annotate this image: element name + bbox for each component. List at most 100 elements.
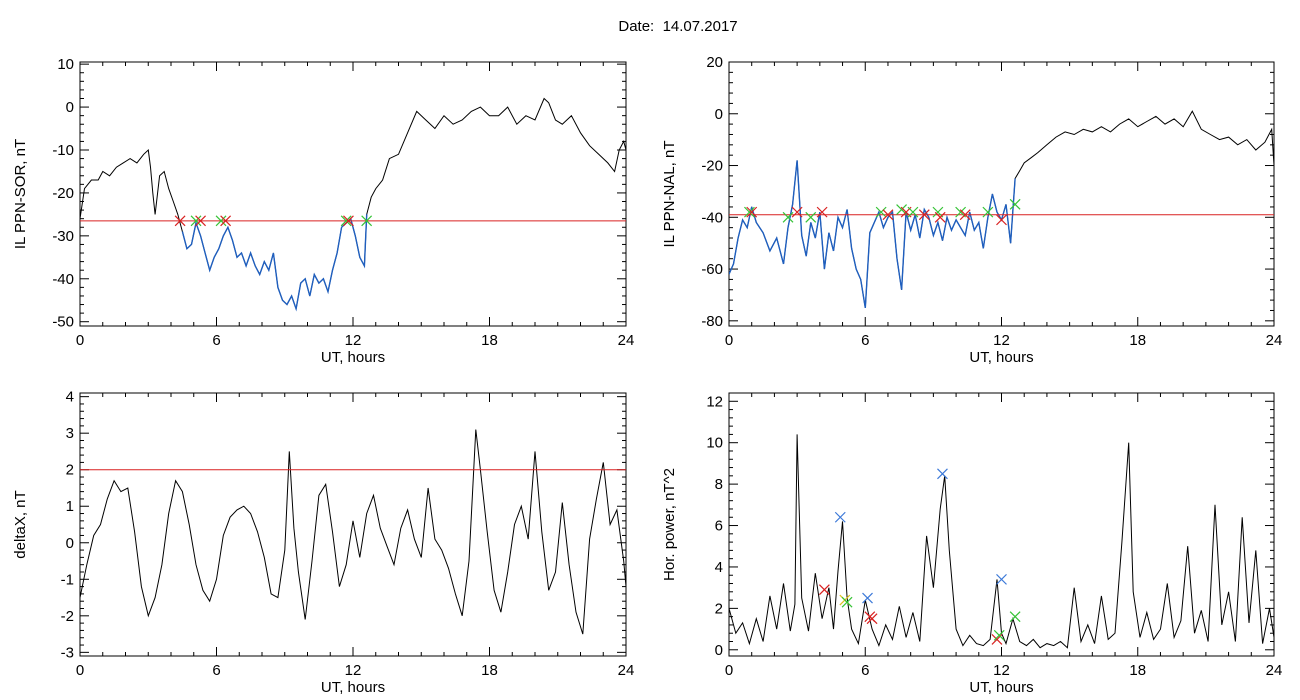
nal-marker-stroke	[896, 204, 908, 215]
power-xtick-label: 6	[861, 662, 869, 679]
nal-marker-stroke	[791, 206, 803, 218]
sor-xtick-label: 6	[212, 332, 220, 349]
nal-marker-stroke	[1009, 198, 1021, 210]
power-marker-stroke	[862, 592, 873, 604]
sor-marker-green	[190, 215, 202, 227]
power-marker-green	[993, 629, 1005, 641]
power-ytick-label: 4	[715, 559, 723, 576]
nal-marker-red	[918, 209, 930, 221]
nal-marker-green	[782, 211, 794, 223]
power-marker-stroke	[996, 573, 1007, 585]
nal-marker-stroke	[816, 206, 828, 218]
deltax-ytick-label: 2	[66, 462, 74, 479]
power-ytick-label: 10	[706, 435, 723, 452]
nal-marker-stroke	[932, 206, 944, 218]
nal-marker-stroke	[746, 206, 758, 218]
nal-ytick-label: 0	[715, 106, 723, 123]
sor-marker-green	[215, 215, 227, 227]
nal-marker-red	[816, 206, 828, 218]
deltax-xlabel: UT, hours	[321, 679, 385, 696]
sor-ytick-label: -40	[52, 271, 74, 288]
nal-marker-stroke	[934, 211, 946, 223]
nal-plot-frame	[728, 61, 1275, 327]
deltax-xtick-label: 24	[618, 662, 635, 679]
deltax-xtick-label: 0	[76, 662, 84, 679]
deltax-ytick-label: 3	[66, 425, 74, 442]
chart-date-title: Date: 14.07.2017	[0, 18, 1300, 35]
nal-marker-green	[875, 206, 887, 218]
power-marker-stroke	[818, 584, 830, 596]
nal-marker-stroke	[882, 209, 894, 221]
power-marker-stroke	[866, 613, 878, 625]
power-ytick-label: 12	[706, 393, 723, 410]
power-marker-stroke	[834, 511, 846, 523]
power-marker-green	[841, 596, 853, 608]
deltax-ytick-label: 4	[66, 389, 74, 406]
power-xlabel: UT, hours	[969, 679, 1033, 696]
nal-ytick-label: -80	[701, 313, 723, 330]
power-marker-red	[866, 613, 878, 625]
nal-marker-red	[934, 211, 946, 223]
nal-marker-stroke	[918, 209, 930, 221]
sor-marker-red	[220, 215, 232, 227]
nal-marker-red	[882, 209, 894, 221]
nal-marker-stroke	[782, 211, 794, 223]
sor-highlight-segment	[181, 214, 368, 312]
nal-highlight-segment	[729, 160, 1016, 309]
power-ytick-label: 0	[715, 642, 723, 659]
power-marker-blue	[937, 468, 948, 480]
nal-marker-stroke	[982, 206, 994, 218]
sor-ylabel: IL PPN-SOR, nT	[12, 139, 29, 249]
sor-marker-stroke	[340, 215, 352, 227]
date-value: 14.07.2017	[662, 18, 738, 35]
sor-marker-red	[174, 215, 186, 227]
deltax-plot-area	[80, 429, 626, 635]
nal-ylabel: IL PPN-NAL, nT	[661, 141, 678, 248]
power-marker-stroke	[1009, 611, 1021, 623]
power-marker-blue	[834, 511, 846, 523]
sor-marker-stroke	[220, 215, 232, 227]
power-marker-stroke	[993, 629, 1005, 641]
sor-xlabel: UT, hours	[321, 349, 385, 366]
power-ytick-label: 6	[715, 518, 723, 535]
nal-marker-green	[744, 206, 755, 218]
nal-chart: 0 6 12 18 24 20 0 -20 -40 -60 -80 UT, hours IL PPN-N…	[661, 54, 1282, 366]
power-series-line	[729, 434, 1274, 649]
sor-ytick-label: -10	[52, 142, 74, 159]
nal-marker-red	[996, 214, 1007, 226]
deltax-chart: 0 6 12 18 24 4 3 2 1 0 -1 -2 -3 UT, hours deltaX, nT	[12, 389, 634, 696]
sor-ytick-label: -20	[52, 185, 74, 202]
sor-marker-stroke	[215, 215, 227, 227]
power-xtick-label: 12	[993, 662, 1010, 679]
nal-marker-stroke	[996, 214, 1007, 226]
sor-marker-stroke	[195, 215, 206, 227]
power-plot-area	[729, 434, 1274, 649]
sor-xtick-label: 12	[345, 332, 362, 349]
sor-marker-stroke	[174, 215, 186, 227]
deltax-xtick-label: 6	[212, 662, 220, 679]
nal-marker-stroke	[959, 209, 971, 221]
nal-plot-area	[729, 110, 1274, 309]
sor-xtick-label: 24	[618, 332, 635, 349]
power-marker-stroke	[937, 468, 948, 480]
power-plot-frame	[728, 392, 1275, 657]
nal-xtick-label: 0	[725, 332, 733, 349]
nal-xtick-label: 24	[1266, 332, 1283, 349]
nal-series-line	[729, 110, 1274, 308]
power-marker-blue	[996, 573, 1007, 585]
power-xtick-label: 0	[725, 662, 733, 679]
nal-marker-stroke	[805, 211, 817, 223]
nal-marker-green	[805, 211, 817, 223]
nal-ytick-label: 20	[706, 54, 723, 71]
sor-chart: 0 6 12 18 24 10 0 -10 -20 -30 -40 -50 UT, hours IL PP…	[12, 56, 634, 366]
nal-marker-stroke	[955, 206, 967, 218]
nal-marker-red	[791, 206, 803, 218]
sor-marker-red	[343, 215, 354, 227]
sor-ytick-label: -30	[52, 228, 74, 245]
sor-series-line	[80, 97, 626, 311]
nal-marker-red	[746, 206, 758, 218]
sor-xtick-label: 0	[76, 332, 84, 349]
nal-marker-green	[907, 206, 919, 218]
power-marker-red	[818, 584, 830, 596]
